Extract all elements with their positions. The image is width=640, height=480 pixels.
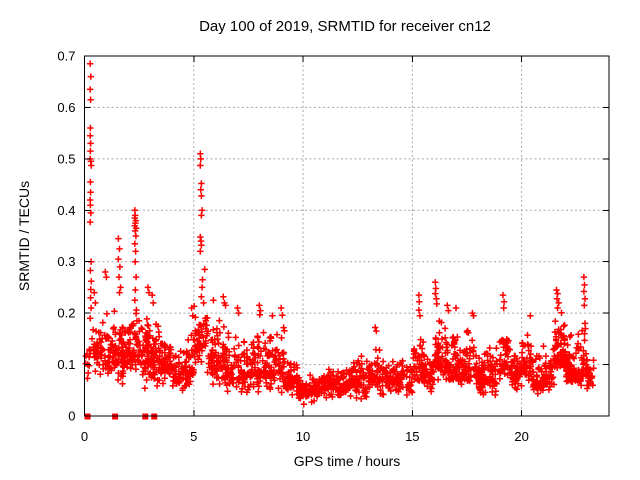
y-tick-label: 0.5 xyxy=(57,151,75,166)
y-tick-label: 0.3 xyxy=(57,254,75,269)
axis-frame xyxy=(84,55,610,417)
x-tick-label: 20 xyxy=(514,429,528,444)
tick-labels: 0 5 10 15 20 0 0.1 0.2 0.3 0.4 0.5 0.6 0.7 xyxy=(57,49,528,445)
y-tick-label: 0.1 xyxy=(57,357,75,372)
chart-title: Day 100 of 2019, SRMTID for receiver cn1… xyxy=(199,18,491,35)
y-tick-label: 0.4 xyxy=(57,203,75,218)
grid-lines xyxy=(84,56,609,416)
y-tick-label: 0 xyxy=(68,409,75,424)
x-tick-label: 10 xyxy=(296,429,310,444)
srmtid-plus-markers xyxy=(82,60,597,408)
x-tick-label: 0 xyxy=(81,429,88,444)
y-tick-label: 0.7 xyxy=(57,49,75,64)
x-tick-label: 15 xyxy=(405,429,419,444)
data-points-layer xyxy=(82,60,597,420)
x-axis-label: GPS time / hours xyxy=(294,453,401,469)
plot-border xyxy=(84,55,610,417)
y-tick-label: 0.2 xyxy=(57,306,75,321)
x-tick-label: 5 xyxy=(190,429,197,444)
y-axis-label: SRMTID / TECUs xyxy=(16,181,32,291)
y-tick-label: 0.6 xyxy=(57,100,75,115)
